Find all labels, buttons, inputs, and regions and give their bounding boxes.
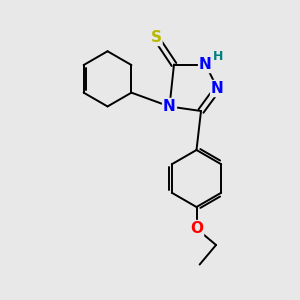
Text: N: N bbox=[163, 99, 176, 114]
Text: O: O bbox=[190, 221, 203, 236]
Text: N: N bbox=[199, 57, 212, 72]
Text: S: S bbox=[151, 30, 161, 45]
Text: N: N bbox=[211, 81, 224, 96]
Text: H: H bbox=[213, 50, 223, 63]
